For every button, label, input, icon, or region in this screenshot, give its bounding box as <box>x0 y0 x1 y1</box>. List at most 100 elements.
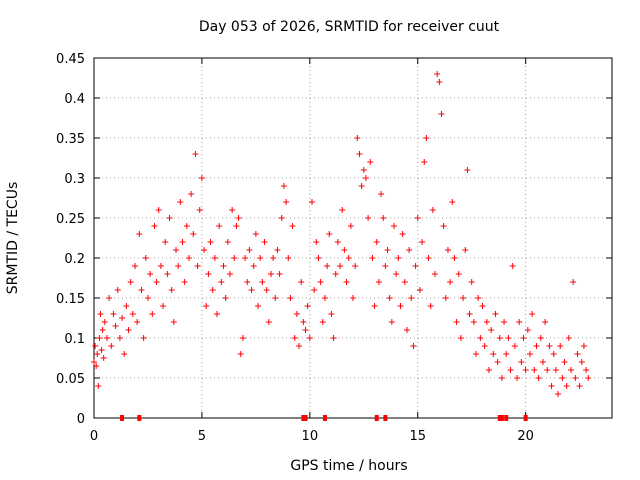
data-point <box>531 367 538 373</box>
data-point <box>239 335 246 341</box>
data-point <box>313 239 320 245</box>
data-point <box>455 271 462 277</box>
data-point <box>388 319 395 325</box>
data-point <box>127 279 134 285</box>
data-point <box>559 375 566 381</box>
data-point <box>539 359 546 365</box>
data-point <box>326 231 333 237</box>
data-point <box>164 271 171 277</box>
data-point <box>498 375 505 381</box>
data-point <box>328 311 335 317</box>
data-point <box>270 255 277 261</box>
data-point <box>341 247 348 253</box>
data-point <box>108 343 115 349</box>
data-point <box>343 279 350 285</box>
data-point <box>134 319 141 325</box>
data-point <box>585 375 592 381</box>
data-point <box>110 311 117 317</box>
gap-marker <box>322 415 327 421</box>
data-point <box>483 319 490 325</box>
data-point <box>535 375 542 381</box>
data-point <box>183 223 190 229</box>
data-point <box>168 287 175 293</box>
data-point <box>201 247 208 253</box>
data-point <box>207 239 214 245</box>
data-point <box>391 223 398 229</box>
data-point <box>218 279 225 285</box>
data-point <box>216 223 223 229</box>
data-point <box>470 319 477 325</box>
y-tick-label: 0 <box>77 412 85 427</box>
data-point <box>572 375 579 381</box>
data-point <box>457 335 464 341</box>
data-point <box>386 295 393 301</box>
y-tick-label: 0.45 <box>56 52 85 67</box>
data-point <box>237 351 244 357</box>
data-point <box>250 263 257 269</box>
gap-marker <box>383 415 388 421</box>
data-point <box>460 295 467 301</box>
y-tick-label: 0.35 <box>56 132 85 147</box>
data-point <box>289 223 296 229</box>
gap-marker <box>374 415 379 421</box>
data-point <box>224 239 231 245</box>
data-point <box>166 215 173 221</box>
x-tick-label: 5 <box>198 429 206 444</box>
data-point <box>261 239 268 245</box>
gap-marker <box>120 415 125 421</box>
data-point <box>315 255 322 261</box>
data-point <box>160 303 167 309</box>
data-point <box>185 255 192 261</box>
data-point <box>518 359 525 365</box>
data-point <box>563 383 570 389</box>
data-point <box>481 343 488 349</box>
data-point <box>267 271 274 277</box>
data-point <box>298 279 305 285</box>
y-tick-label: 0.2 <box>64 252 85 267</box>
data-point <box>235 215 242 221</box>
data-point <box>179 239 186 245</box>
data-point <box>330 335 337 341</box>
data-point <box>345 255 352 261</box>
data-point <box>375 279 382 285</box>
data-point <box>244 279 251 285</box>
data-point <box>175 263 182 269</box>
data-point <box>578 359 585 365</box>
data-point <box>319 319 326 325</box>
data-point <box>421 159 428 165</box>
data-point <box>354 135 361 141</box>
data-point <box>488 327 495 333</box>
data-point <box>304 303 311 309</box>
data-point <box>555 391 562 397</box>
data-point <box>144 295 151 301</box>
data-point <box>365 215 372 221</box>
data-point <box>255 303 262 309</box>
data-point <box>311 287 318 293</box>
data-point <box>567 367 574 373</box>
data-point <box>526 351 533 357</box>
x-axis-label: GPS time / hours <box>290 458 407 474</box>
data-point <box>432 271 439 277</box>
data-point <box>263 287 270 293</box>
data-point <box>399 231 406 237</box>
data-point <box>529 311 536 317</box>
data-point <box>412 263 419 269</box>
data-point <box>403 327 410 333</box>
data-point <box>94 351 101 357</box>
y-tick-label: 0.05 <box>56 372 85 387</box>
data-point <box>414 215 421 221</box>
data-point <box>516 319 523 325</box>
data-point <box>380 215 387 221</box>
data-point <box>492 311 499 317</box>
data-point <box>96 335 103 341</box>
data-point <box>302 327 309 333</box>
data-point <box>410 343 417 349</box>
data-point <box>503 351 510 357</box>
data-point <box>436 79 443 85</box>
data-point <box>561 359 568 365</box>
data-point <box>220 263 227 269</box>
data-point <box>265 319 272 325</box>
data-point <box>334 239 341 245</box>
data-point <box>229 207 236 213</box>
data-point <box>440 223 447 229</box>
